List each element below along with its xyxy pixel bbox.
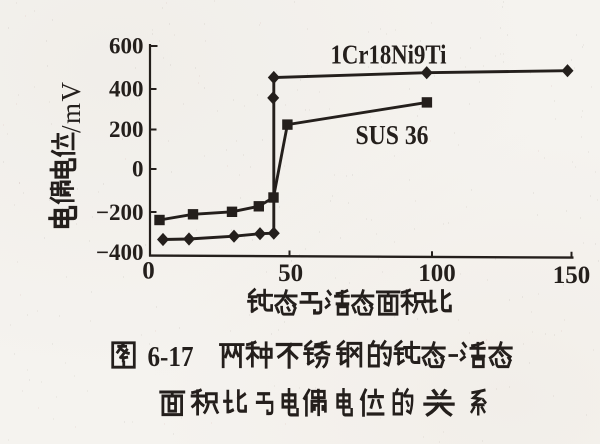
svg-text:/mV: /mV bbox=[56, 80, 86, 133]
svg-text:−200: −200 bbox=[96, 200, 144, 225]
svg-text:1Cr18Ni9Ti: 1Cr18Ni9Ti bbox=[331, 40, 447, 70]
svg-text:−400: −400 bbox=[96, 240, 144, 265]
svg-text:0: 0 bbox=[132, 157, 144, 182]
svg-text:0: 0 bbox=[142, 258, 155, 285]
svg-text:600: 600 bbox=[109, 34, 144, 59]
svg-text:200: 200 bbox=[109, 117, 144, 142]
svg-text:SUS 36: SUS 36 bbox=[356, 120, 429, 150]
svg-text:6-17: 6-17 bbox=[148, 342, 194, 373]
svg-text:150: 150 bbox=[553, 262, 591, 289]
svg-text:50: 50 bbox=[278, 260, 303, 287]
svg-text:100: 100 bbox=[418, 260, 456, 287]
svg-text:400: 400 bbox=[109, 77, 144, 102]
